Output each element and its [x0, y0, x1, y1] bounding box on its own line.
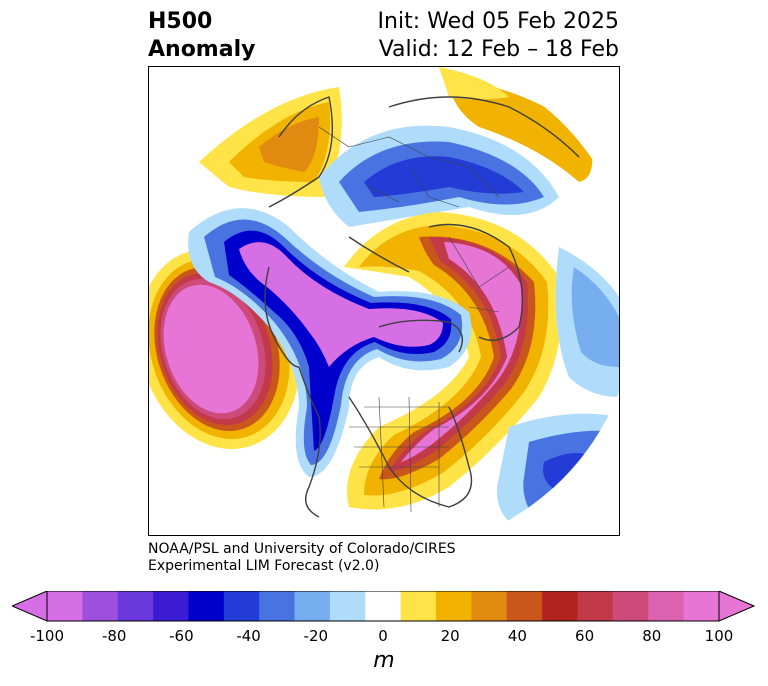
colorbar-tick-label: 100 — [704, 627, 734, 645]
anomaly-field — [149, 67, 619, 535]
anomaly-map — [148, 66, 620, 536]
colorbar-cell — [436, 591, 472, 621]
colorbar-cell — [400, 591, 437, 621]
title-line-2: Anomaly — [148, 37, 256, 62]
colorbar-unit: m — [373, 648, 395, 673]
colorbar-cell — [117, 591, 154, 621]
borders — [318, 126, 510, 513]
forecast-dates: Init: Wed 05 Feb 2025 Valid: 12 Feb – 18… — [378, 8, 619, 64]
colorbar — [12, 591, 756, 622]
colorbar-outline — [46, 591, 720, 622]
colorbar-cell — [223, 591, 260, 621]
colorbar-cell — [471, 591, 508, 621]
valid-date: Valid: 12 Feb – 18 Feb — [378, 37, 619, 62]
colorbar-cell — [294, 591, 331, 621]
colorbar-cell — [612, 591, 649, 621]
init-date: Init: Wed 05 Feb 2025 — [377, 9, 619, 34]
credit-text: NOAA/PSL and University of Colorado/CIRE… — [148, 541, 456, 575]
colorbar-cell — [506, 591, 543, 621]
colorbar-extend-min — [12, 591, 48, 622]
colorbar-cell — [153, 591, 189, 621]
credit-line-2: Experimental LIM Forecast (v2.0) — [148, 558, 380, 574]
colorbar-cell — [648, 591, 685, 621]
title-line-1: H500 — [148, 9, 213, 34]
colorbar-tick-label: 0 — [378, 627, 388, 645]
colorbar-tick-label: 60 — [575, 627, 595, 645]
colorbar-cell — [329, 591, 366, 621]
coastlines — [264, 96, 580, 518]
colorbar-cell — [47, 591, 83, 621]
colorbar-tick-label: -60 — [169, 627, 194, 645]
colorbar-cell — [188, 591, 225, 621]
colorbar-tick-label: -80 — [101, 627, 127, 645]
colorbar-cell — [683, 591, 720, 621]
colorbar-tick-label: 40 — [507, 627, 527, 645]
colorbar-cells — [47, 591, 720, 621]
chart-title: H500 Anomaly — [148, 8, 255, 64]
colorbar-extend-max — [718, 591, 756, 622]
colorbar-tick-label: 80 — [642, 627, 662, 645]
credit-line-1: NOAA/PSL and University of Colorado/CIRE… — [148, 541, 456, 557]
colorbar-cell — [577, 591, 614, 621]
colorbar-cell — [542, 591, 579, 621]
map-svg — [149, 67, 619, 535]
colorbar-tick-label: -40 — [236, 627, 261, 645]
colorbar-cell — [259, 591, 296, 621]
colorbar-cell — [82, 591, 119, 621]
colorbar-tick-label: -100 — [29, 627, 65, 645]
colorbar-cell — [365, 591, 402, 621]
colorbar-tick-label: 20 — [440, 627, 460, 645]
colorbar-tick-label: -20 — [303, 627, 329, 645]
